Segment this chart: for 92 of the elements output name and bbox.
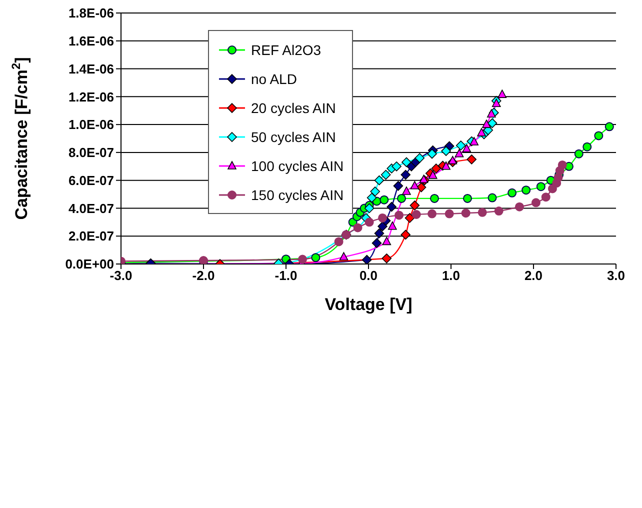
x-tick-label: 2.0 [524, 268, 543, 284]
point [594, 131, 604, 140]
point [441, 146, 451, 156]
point [364, 203, 374, 214]
point [558, 160, 567, 170]
point [404, 213, 415, 223]
point [364, 218, 374, 227]
point [462, 144, 472, 152]
point [582, 142, 592, 152]
y-tick-label: 6.0E-07 [68, 172, 114, 188]
point [454, 148, 464, 158]
legend-label: no ALD [251, 70, 297, 86]
point [410, 181, 420, 190]
x-tick-label: -1.0 [274, 268, 298, 284]
point [487, 118, 498, 128]
legend-label: REF Al2O3 [251, 42, 322, 58]
point [416, 182, 426, 192]
y-tick-label: 4.0E-07 [68, 200, 114, 216]
point [402, 186, 411, 195]
point [477, 128, 486, 136]
point [427, 148, 437, 159]
point [522, 186, 531, 195]
point [428, 170, 438, 179]
point [492, 98, 501, 108]
point [461, 208, 470, 218]
point [508, 188, 517, 198]
y-tick-label: 8.0E-07 [68, 145, 114, 160]
y-tick-label: 1.2E-06 [68, 89, 114, 104]
legend-label: 20 cycles AIN [251, 100, 336, 116]
point [402, 157, 412, 168]
y-tick-label: 1.0E-06 [68, 117, 114, 132]
point [541, 192, 550, 202]
point [431, 164, 442, 174]
point [498, 90, 507, 98]
point [386, 202, 396, 212]
point [380, 170, 391, 180]
y-tick-label: 2.0E-07 [68, 228, 114, 244]
point [574, 149, 584, 158]
point [514, 202, 524, 212]
point [487, 109, 496, 118]
x-tick-label: 1.0 [442, 268, 460, 284]
point [378, 213, 388, 222]
point [298, 254, 307, 264]
point [311, 253, 320, 262]
legend-label: 150 cycles AIN [251, 186, 344, 202]
point [470, 137, 478, 146]
point [442, 161, 450, 170]
point [488, 193, 497, 202]
point [412, 210, 421, 219]
y-tick-label: 1.4E-06 [68, 61, 114, 76]
point [400, 230, 411, 240]
x-tick-label: 3.0 [606, 268, 626, 284]
point [334, 237, 344, 246]
y-tick-label: 1.6E-06 [68, 34, 114, 49]
x-tick-label: 0.0 [359, 268, 378, 284]
legend-label: 100 cycles AIN [251, 158, 344, 174]
point [394, 210, 404, 220]
point [388, 221, 397, 230]
point [536, 182, 546, 192]
point [410, 200, 420, 210]
y-tick-label: 1.8E-06 [68, 6, 114, 21]
point [482, 120, 491, 128]
point [353, 223, 362, 232]
point [382, 236, 392, 246]
point [372, 238, 382, 248]
point [428, 209, 437, 218]
point [400, 170, 411, 180]
point [339, 252, 348, 260]
point [448, 156, 458, 164]
point [478, 208, 487, 217]
point [370, 186, 380, 196]
point [362, 254, 372, 264]
point [382, 254, 392, 264]
point [494, 206, 504, 216]
point [444, 209, 454, 218]
point [604, 122, 614, 132]
x-tick-label: -2.0 [192, 268, 215, 284]
point [374, 175, 384, 186]
point [466, 154, 477, 164]
point [397, 194, 406, 203]
x-axis-title: Voltage [V] [324, 295, 412, 314]
point [393, 181, 404, 191]
legend-label: 50 cycles AIN [251, 128, 336, 144]
point [456, 140, 466, 150]
point [531, 198, 540, 208]
point [414, 153, 425, 163]
point [430, 194, 439, 203]
point [392, 161, 402, 172]
point [366, 192, 377, 203]
point [374, 228, 384, 238]
point [463, 194, 472, 203]
point [380, 195, 389, 204]
